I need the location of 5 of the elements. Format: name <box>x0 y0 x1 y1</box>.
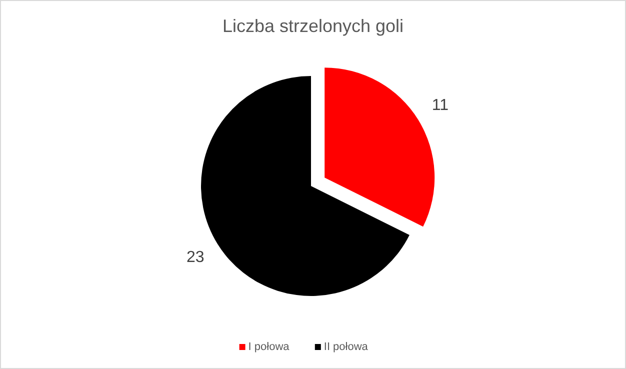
chart-title: Liczba strzelonych goli <box>222 16 404 36</box>
legend-label: II połowa <box>324 341 369 353</box>
data-label: 11 <box>432 97 449 114</box>
legend-label: I połowa <box>248 341 290 353</box>
data-label: 23 <box>186 248 204 266</box>
